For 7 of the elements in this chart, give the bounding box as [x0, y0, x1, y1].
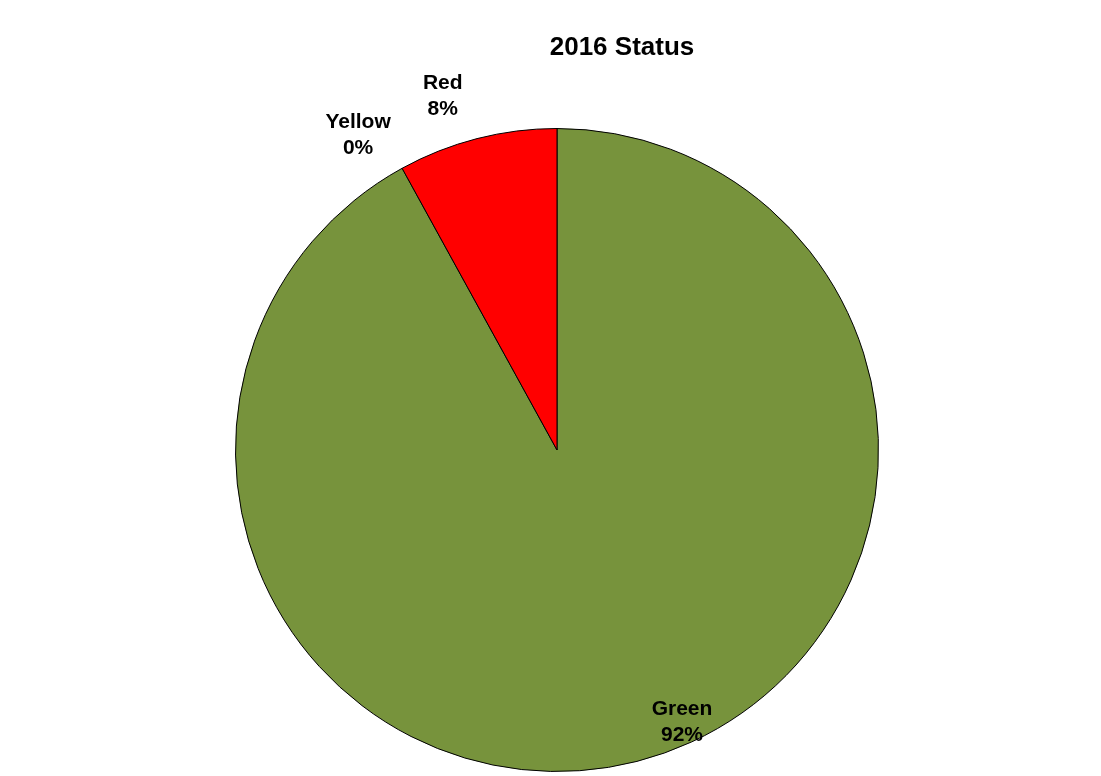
category-label: Yellow [325, 109, 391, 133]
chart-title: 2016 Status [549, 31, 695, 62]
text: 0% [342, 135, 374, 159]
data-label: 92% [660, 722, 704, 746]
slice-label: Green [651, 696, 713, 720]
data-label: 8% [427, 95, 459, 119]
slice-label: Red [422, 69, 463, 93]
